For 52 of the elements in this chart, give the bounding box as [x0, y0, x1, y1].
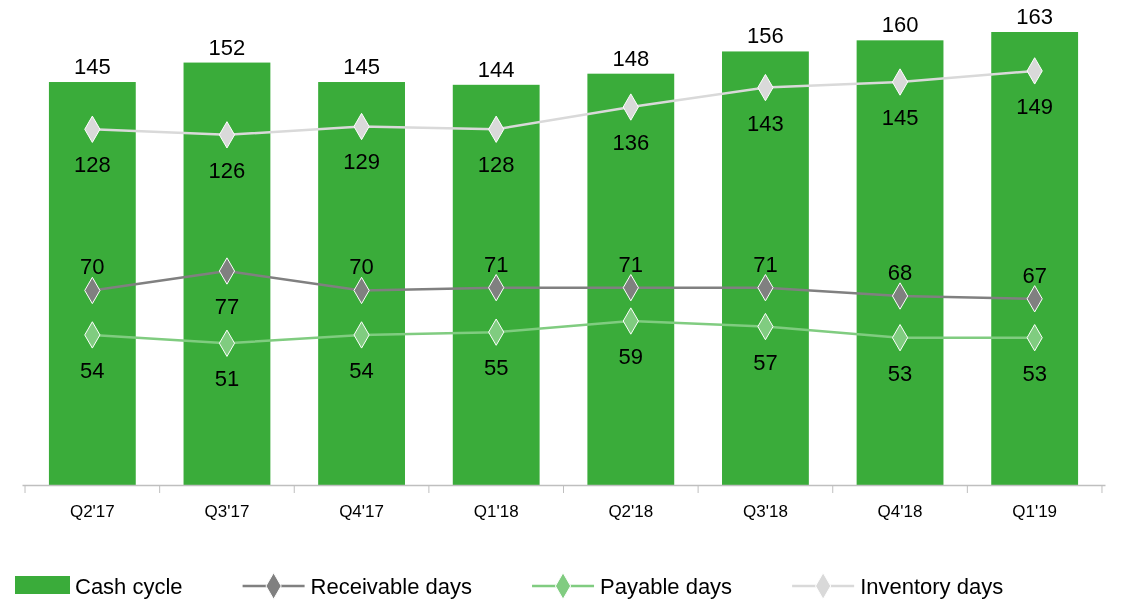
data-label: 70 [349, 254, 374, 280]
legend-label: Inventory days [860, 574, 1004, 599]
data-label: 67 [1022, 262, 1047, 288]
data-label: 143 [747, 110, 784, 136]
data-label: 136 [612, 130, 650, 156]
x-tick-label: Q3'17 [204, 502, 250, 522]
data-label: 70 [80, 254, 105, 280]
x-tick-label: Q4'17 [339, 502, 384, 522]
bar [587, 73, 675, 485]
data-label: 55 [483, 355, 509, 381]
data-label: 54 [349, 357, 374, 383]
data-label: 53 [887, 360, 913, 386]
x-tick-label: Q2'18 [608, 502, 654, 522]
data-label: 71 [483, 251, 509, 277]
data-label: 77 [214, 294, 240, 320]
data-label: 128 [477, 152, 515, 178]
data-label: 59 [618, 344, 644, 370]
data-label: 53 [1022, 360, 1047, 386]
data-label: 57 [753, 349, 778, 375]
data-label: 145 [881, 105, 919, 131]
bar [722, 51, 809, 485]
data-label: 51 [214, 366, 240, 392]
x-tick-label: Q1'19 [1012, 502, 1058, 522]
x-tick-label: Q2'17 [69, 502, 115, 522]
x-tick-label: Q3'18 [743, 502, 788, 522]
bar [856, 40, 944, 485]
data-label: 54 [80, 357, 105, 383]
data-label: 148 [612, 45, 650, 71]
bar [48, 82, 136, 485]
data-label: 163 [1016, 4, 1054, 29]
data-label: 145 [73, 54, 111, 80]
data-label: 128 [73, 152, 111, 178]
data-label: 160 [881, 12, 919, 38]
bar [452, 84, 540, 485]
bar [318, 82, 405, 485]
data-label: 129 [343, 149, 380, 175]
data-label: 71 [753, 251, 778, 277]
data-label: 144 [477, 56, 515, 82]
bar [991, 32, 1079, 485]
legend-label: Receivable days [310, 574, 473, 599]
data-label: 152 [208, 34, 246, 60]
data-label: 145 [343, 54, 380, 80]
x-tick-label: Q4'18 [877, 502, 923, 522]
legend-label: Payable days [600, 574, 733, 599]
data-label: 156 [747, 23, 784, 49]
data-label: 126 [208, 157, 246, 183]
legend-label: Cash cycle [75, 574, 183, 599]
data-label: 71 [618, 251, 644, 277]
x-tick-label: Q1'18 [473, 502, 519, 522]
bar [183, 62, 271, 485]
data-label: 68 [887, 260, 913, 286]
data-label: 149 [1016, 93, 1054, 119]
